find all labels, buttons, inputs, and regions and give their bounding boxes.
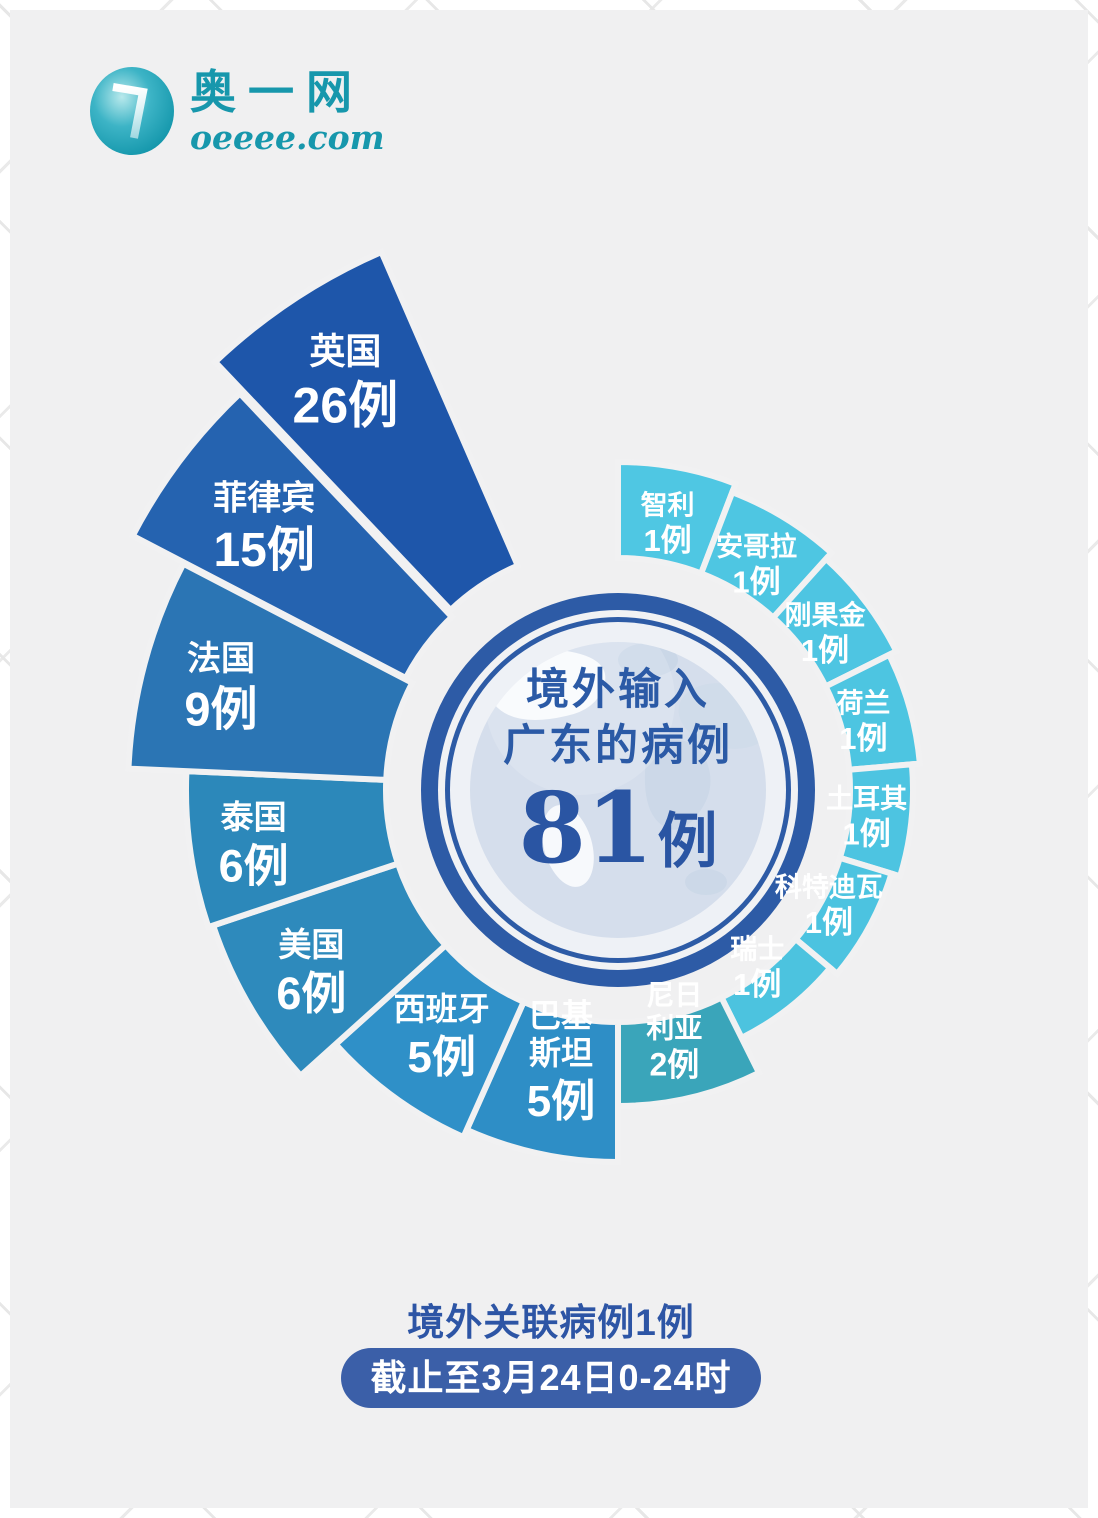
segment-name-label: 巴基 (529, 997, 593, 1033)
segment-value-label: 2例 (649, 1046, 699, 1082)
segment-value-label: 1例 (805, 905, 853, 940)
total-number: 81 (518, 771, 654, 885)
logo-name: 奥一网 (190, 66, 364, 118)
segment-name-label: 智利 (641, 490, 695, 520)
segment-name-label: 瑞士 (730, 935, 784, 965)
date-badge: 截止至3月24日0-24时 (341, 1348, 761, 1408)
logo-domain-text: oeeee.com (190, 118, 385, 157)
segment-value-label: 1例 (801, 633, 849, 668)
segment-name-label: 土耳其 (826, 784, 907, 814)
segment-wedge (791, 854, 896, 979)
chart-segment: 法国 9例 (125, 559, 417, 784)
segment-name-label: 科特迪瓦 (775, 872, 883, 902)
segment-value-label: 5例 (407, 1033, 475, 1082)
chart-segment: 英国 26例 (210, 247, 522, 615)
segment-value-label: 1例 (843, 817, 891, 852)
segment-name-label: 尼日 (646, 980, 702, 1011)
segment-value-label: 1例 (732, 564, 780, 599)
segment-name-label: 荷兰 (836, 689, 890, 719)
related-cases-note: 境外关联病例1例 (407, 1302, 695, 1343)
segment-wedge (836, 761, 916, 880)
chart-segment: 菲律宾 15例 (128, 389, 457, 683)
site-logo: 奥一网 oeeee.com (88, 66, 385, 156)
segment-name-label: 刚果金 (784, 599, 866, 630)
segment-value-label: 6例 (276, 968, 346, 1019)
segment-name-label: 泰国 (221, 798, 287, 835)
segment-name-label: 安哥拉 (716, 531, 797, 562)
segment-wedge (821, 650, 924, 774)
oeeee-logo-icon (90, 67, 174, 155)
segment-value-label: 1例 (733, 967, 781, 1002)
segment-value-label: 15例 (214, 524, 315, 577)
segment-name-label: 斯坦 (529, 1035, 593, 1071)
logo-text-block: 奥一网 oeeee.com (190, 66, 385, 156)
segment-wedge (128, 389, 457, 683)
total-cases: 81例 (418, 778, 818, 908)
segment-value-label: 26例 (293, 378, 399, 434)
segment-wedge (125, 559, 417, 784)
total-unit: 例 (657, 808, 718, 875)
segment-name-label: 西班牙 (394, 991, 490, 1027)
segment-wedge (769, 554, 901, 691)
segment-wedge (210, 247, 522, 615)
chart-center-label: 境外输入 广东的病例 81例 (418, 662, 818, 908)
logo-domain: oeeee.com (190, 120, 385, 156)
chart-segment: 泰国 6例 (183, 768, 402, 931)
center-globe (421, 593, 815, 987)
segment-name-label: 利亚 (646, 1013, 702, 1044)
chart-segment: 西班牙 5例 (331, 941, 528, 1142)
segment-value-label: 1例 (643, 523, 691, 558)
segment-wedge (615, 458, 740, 578)
segment-value-label: 9例 (184, 683, 257, 736)
center-title-line2: 广东的病例 (503, 722, 733, 770)
segment-value-label: 1例 (839, 721, 887, 756)
segment-name-label: 菲律宾 (213, 479, 315, 517)
segment-wedge (183, 768, 402, 931)
segment-value-label: 6例 (219, 840, 289, 891)
segment-name-label: 英国 (309, 331, 381, 372)
center-title-line1: 境外输入 (526, 666, 710, 714)
segment-value-label: 5例 (527, 1077, 595, 1126)
segment-name-label: 美国 (278, 926, 344, 963)
segment-name-label: 法国 (187, 640, 255, 678)
chart-segment: 美国 6例 (209, 859, 450, 1080)
segment-wedge (209, 859, 450, 1080)
